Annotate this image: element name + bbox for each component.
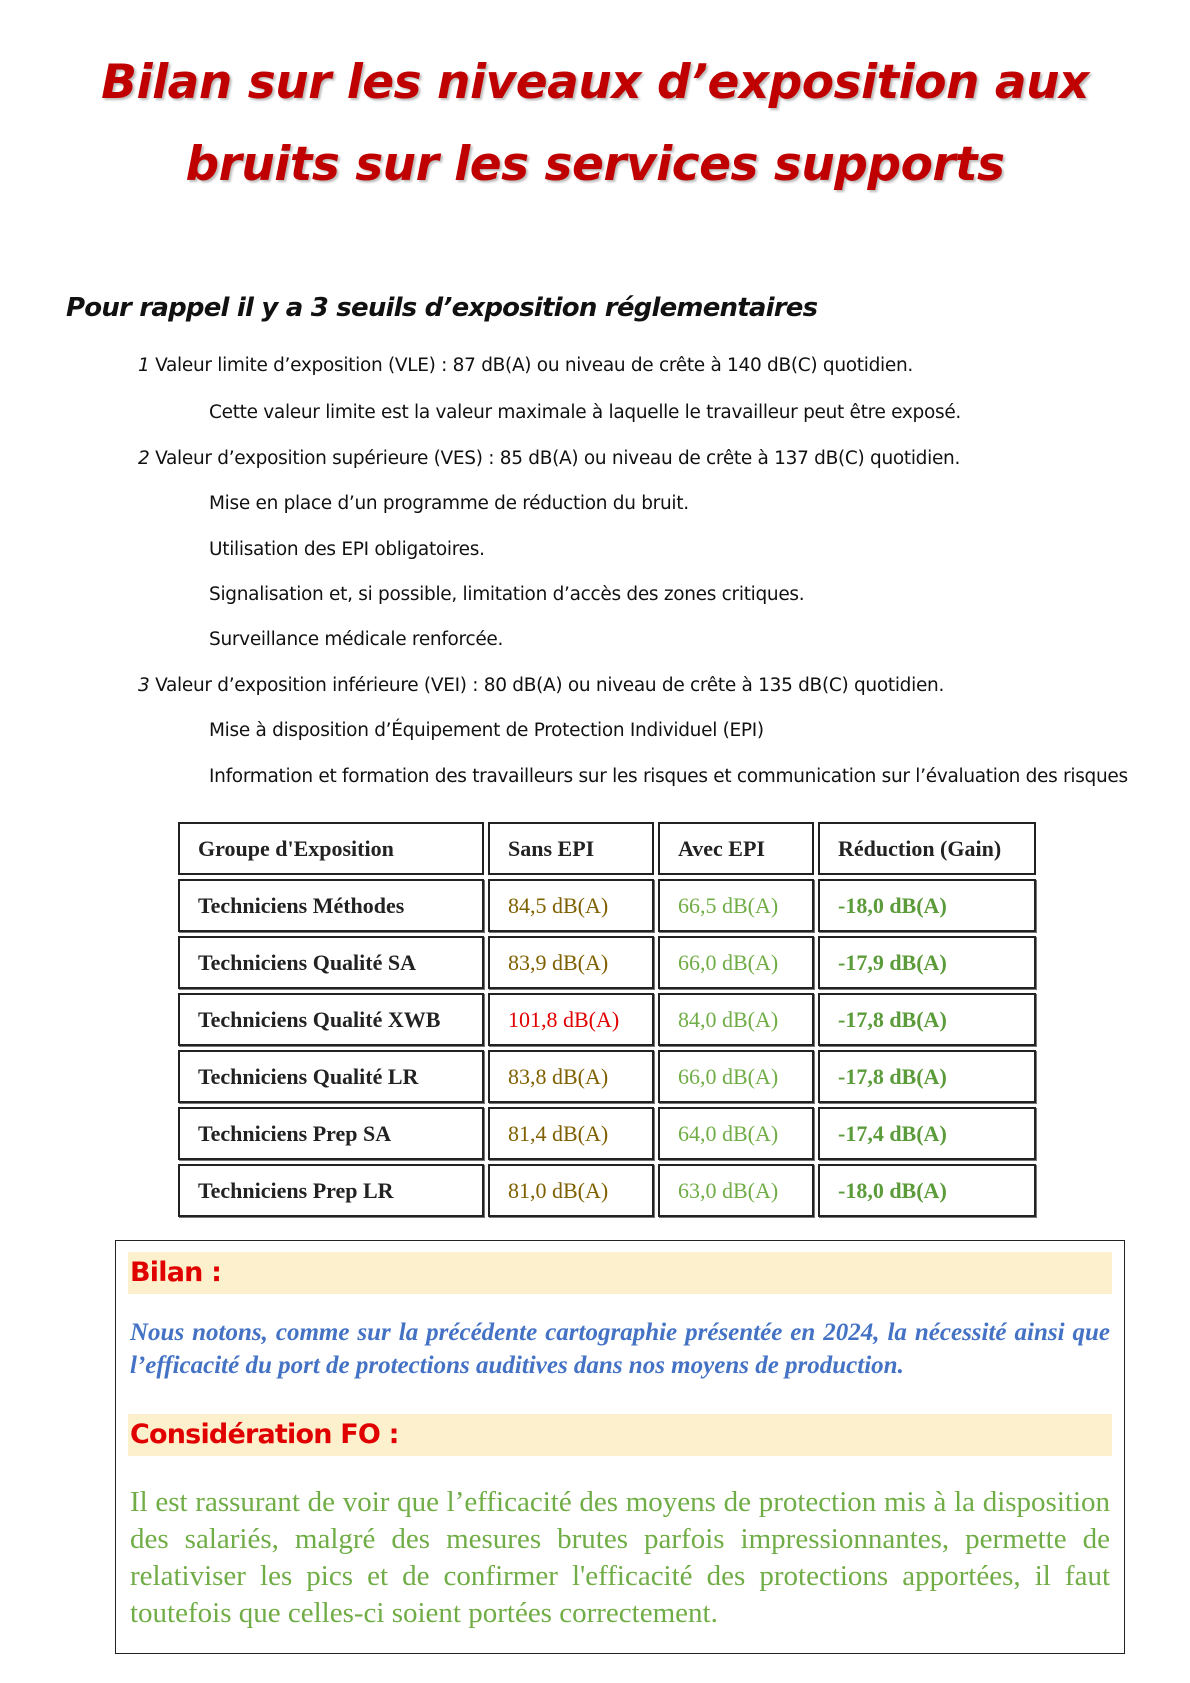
threshold-detail: Mise à disposition d’Équipement de Prote… [209,720,764,741]
table-row: Techniciens Qualité SA 83,9 dB(A) 66,0 dB(… [178,936,1036,989]
threshold-text: Valeur d’exposition supérieure (VES) : 8… [149,448,961,469]
sans-epi-cell: 84,5 dB(A) [488,879,654,932]
threshold-number: 3 [138,675,150,696]
threshold-item: 3 Valeur d’exposition inférieure (VEI) :… [138,675,944,696]
column-header: Groupe d'Exposition [178,822,484,875]
consideration-heading: Considération FO : [128,1414,1112,1456]
threshold-detail: Utilisation des EPI obligatoires. [209,539,485,560]
threshold-detail: Surveillance médicale renforcée. [209,629,504,650]
sans-epi-cell: 83,8 dB(A) [488,1050,654,1103]
avec-epi-cell: 84,0 dB(A) [658,993,814,1046]
threshold-number: 1 [138,355,150,376]
sans-epi-cell: 101,8 dB(A) [488,993,654,1046]
avec-epi-cell: 66,5 dB(A) [658,879,814,932]
column-header: Réduction (Gain) [818,822,1036,875]
page-title-line-2: bruits sur les services supports [185,137,1005,192]
table-header-row: Groupe d'Exposition Sans EPI Avec EPI Réduc… [178,822,1036,875]
reduction-cell: -18,0 dB(A) [818,879,1036,932]
threshold-item: 1 Valeur limite d’exposition (VLE) : 87 … [138,355,913,376]
sans-epi-cell: 83,9 dB(A) [488,936,654,989]
group-cell: Techniciens Qualité LR [178,1050,484,1103]
threshold-number: 2 [138,448,150,469]
bilan-text: Nous notons, comme sur la précédente car… [130,1319,1110,1379]
table-row: Techniciens Qualité LR 83,8 dB(A) 66,0 dB(… [178,1050,1036,1103]
table-row: Techniciens Prep LR 81,0 dB(A) 63,0 dB(A) -… [178,1164,1036,1217]
summary-box: Bilan : Nous notons, comme sur la précéd… [115,1240,1125,1654]
reduction-cell: -17,9 dB(A) [818,936,1036,989]
group-cell: Techniciens Prep SA [178,1107,484,1160]
avec-epi-cell: 63,0 dB(A) [658,1164,814,1217]
table-row: Techniciens Qualité XWB 101,8 dB(A) 84,0 d… [178,993,1036,1046]
table-row: Techniciens Prep SA 81,4 dB(A) 64,0 dB(A) -… [178,1107,1036,1160]
group-cell: Techniciens Méthodes [178,879,484,932]
threshold-detail: Cette valeur limite est la valeur maxima… [209,402,962,423]
group-cell: Techniciens Prep LR [178,1164,484,1217]
consideration-text: Il est rassurant de voir que l’efficacit… [130,1486,1110,1629]
threshold-detail: Information et formation des travailleur… [209,766,1128,787]
avec-epi-cell: 64,0 dB(A) [658,1107,814,1160]
reduction-cell: -17,8 dB(A) [818,1050,1036,1103]
exposure-table: Groupe d'Exposition Sans EPI Avec EPI Réduc… [174,818,1040,1221]
bilan-heading: Bilan : [128,1252,1112,1294]
threshold-text: Valeur d’exposition inférieure (VEI) : 8… [149,675,945,696]
table-row: Techniciens Méthodes 84,5 dB(A) 66,5 dB(A)… [178,879,1036,932]
reduction-cell: -17,8 dB(A) [818,993,1036,1046]
avec-epi-cell: 66,0 dB(A) [658,936,814,989]
rappel-heading: Pour rappel il y a 3 seuils d’exposition… [66,293,818,323]
column-header: Sans EPI [488,822,654,875]
sans-epi-cell: 81,4 dB(A) [488,1107,654,1160]
avec-epi-cell: 66,0 dB(A) [658,1050,814,1103]
threshold-detail: Mise en place d’un programme de réductio… [209,493,689,514]
threshold-detail: Signalisation et, si possible, limitatio… [209,584,805,605]
page-title-line-1: Bilan sur les niveaux d’exposition aux [101,55,1089,110]
threshold-text: Valeur limite d’exposition (VLE) : 87 dB… [149,355,913,376]
column-header: Avec EPI [658,822,814,875]
sans-epi-cell: 81,0 dB(A) [488,1164,654,1217]
threshold-item: 2 Valeur d’exposition supérieure (VES) :… [138,448,960,469]
group-cell: Techniciens Qualité XWB [178,993,484,1046]
group-cell: Techniciens Qualité SA [178,936,484,989]
reduction-cell: -18,0 dB(A) [818,1164,1036,1217]
reduction-cell: -17,4 dB(A) [818,1107,1036,1160]
